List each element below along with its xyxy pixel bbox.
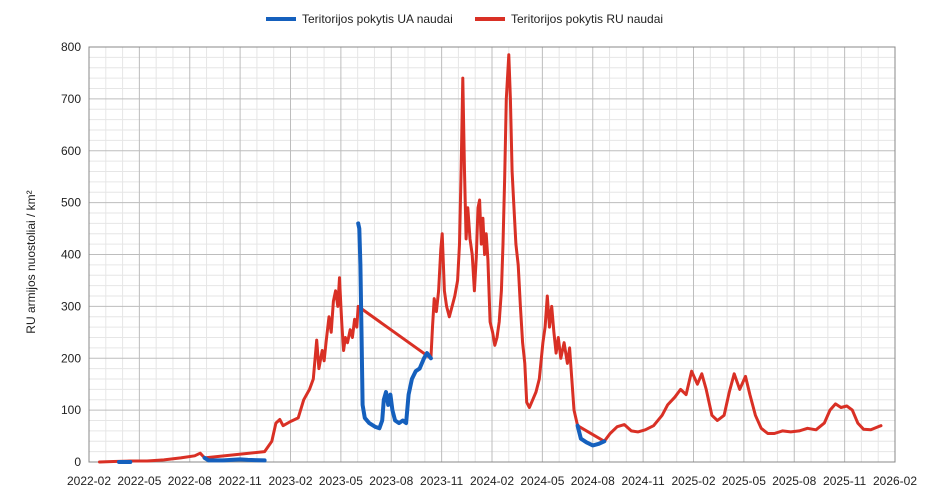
- y-axis-label: RU armijos nuostoliai / km²: [24, 190, 38, 333]
- y-tick-label: 400: [61, 248, 81, 262]
- x-tick-label: 2022-05: [117, 474, 161, 488]
- y-tick-label: 300: [61, 299, 81, 313]
- series-line-ru: [98, 53, 883, 464]
- x-tick-label: 2025-05: [722, 474, 766, 488]
- series-lines: [98, 53, 883, 464]
- x-tick-label: 2026-02: [873, 474, 917, 488]
- legend-label-ru: Teritorijos pokytis RU naudai: [511, 12, 663, 26]
- x-tick-label: 2024-08: [571, 474, 615, 488]
- x-tick-label: 2022-08: [168, 474, 212, 488]
- x-tick-label: 2024-02: [470, 474, 514, 488]
- legend-label-ua: Teritorijos pokytis UA naudai: [302, 12, 453, 26]
- x-tick-label: 2022-11: [219, 474, 262, 488]
- y-tick-label: 800: [61, 40, 81, 54]
- y-tick-label: 0: [74, 455, 81, 469]
- x-tick-label: 2023-02: [268, 474, 312, 488]
- series-line-ua: [575, 423, 607, 448]
- x-tick-label: 2024-11: [622, 474, 665, 488]
- series-line-ua: [356, 221, 433, 431]
- y-axis-ticks: 0 100 200 300 400 500 600 700 800: [61, 40, 81, 469]
- y-tick-label: 500: [61, 196, 81, 210]
- y-tick-label: 200: [61, 351, 81, 365]
- x-tick-label: 2024-05: [520, 474, 564, 488]
- x-tick-label: 2025-08: [772, 474, 816, 488]
- x-tick-label: 2025-02: [671, 474, 715, 488]
- y-tick-label: 600: [61, 144, 81, 158]
- x-axis-ticks: 2022-02 2022-05 2022-08 2022-11 2023-02 2023-…: [67, 474, 917, 488]
- x-tick-label: 2022-02: [67, 474, 111, 488]
- x-tick-label: 2025-11: [823, 474, 866, 488]
- plot-area-border: [88, 46, 896, 463]
- legend: Teritorijos pokytis UA naudai Teritorijo…: [266, 12, 663, 26]
- series-line-ua: [202, 455, 267, 463]
- y-tick-label: 700: [61, 92, 81, 106]
- x-tick-label: 2023-05: [319, 474, 363, 488]
- x-tick-label: 2023-11: [420, 474, 463, 488]
- x-tick-label: 2023-08: [369, 474, 413, 488]
- y-tick-label: 100: [61, 403, 81, 417]
